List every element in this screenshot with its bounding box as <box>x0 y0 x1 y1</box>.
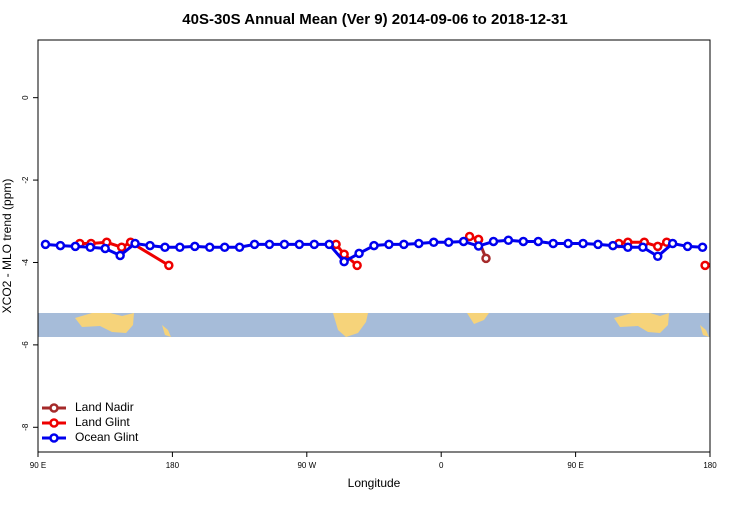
point <box>352 260 362 271</box>
point <box>697 242 708 252</box>
point <box>414 238 424 249</box>
point <box>204 242 215 252</box>
point <box>667 238 678 249</box>
point <box>354 248 364 259</box>
x-tick-label: 90 E <box>30 461 46 470</box>
point <box>700 260 710 271</box>
point <box>652 251 663 262</box>
point <box>399 239 409 250</box>
y-axis-label: XCO2 - MLO trend (ppm) <box>0 179 14 314</box>
x-tick-label: 180 <box>703 461 717 470</box>
point <box>443 237 454 248</box>
point <box>309 239 320 250</box>
point <box>563 238 573 249</box>
y-tick-label: 0 <box>21 95 30 100</box>
plot-frame <box>37 39 711 453</box>
point <box>219 242 230 252</box>
legend-marker <box>49 433 59 443</box>
point <box>488 236 499 247</box>
legend-marker <box>49 403 59 413</box>
point <box>130 238 140 249</box>
point <box>339 256 349 267</box>
point <box>578 238 588 249</box>
point <box>100 243 110 254</box>
y-tick-label: -4 <box>21 258 30 266</box>
point <box>40 239 51 250</box>
point <box>70 241 81 252</box>
x-axis-label: Longitude <box>348 476 401 490</box>
point <box>428 237 439 248</box>
point <box>384 239 394 250</box>
point <box>164 260 174 271</box>
legend-label: Ocean Glint <box>75 430 139 444</box>
point <box>234 242 245 252</box>
y-tick-label: -8 <box>21 423 30 431</box>
legend-marker <box>49 418 59 428</box>
point <box>638 242 648 252</box>
point <box>548 238 558 249</box>
point <box>249 239 260 250</box>
point <box>458 236 469 247</box>
point <box>175 242 185 252</box>
series-line <box>80 237 705 266</box>
y-tick-label: -6 <box>21 341 30 349</box>
point <box>518 236 529 247</box>
point <box>324 239 334 250</box>
point <box>503 235 514 245</box>
point <box>369 240 379 251</box>
x-tick-label: 180 <box>166 461 180 470</box>
legend-label: Land Nadir <box>75 400 134 414</box>
point <box>115 250 125 261</box>
point <box>55 240 66 251</box>
point <box>533 236 544 247</box>
point <box>652 241 663 252</box>
map-strip <box>38 313 710 337</box>
chart-title: 40S-30S Annual Mean (Ver 9) 2014-09-06 t… <box>182 11 567 28</box>
y-tick-label: -2 <box>21 176 30 184</box>
point <box>682 241 693 252</box>
point <box>116 242 127 252</box>
legend-label: Land Glint <box>75 415 130 429</box>
x-tick-label: 90 W <box>297 461 316 470</box>
point <box>190 241 200 252</box>
point <box>279 239 290 250</box>
point <box>623 242 633 252</box>
point <box>294 239 305 250</box>
point <box>593 239 603 250</box>
x-tick-label: 0 <box>439 461 444 470</box>
point <box>264 239 275 250</box>
point <box>473 241 484 251</box>
point <box>464 231 475 242</box>
point <box>160 242 170 252</box>
x-tick-label: 90 E <box>567 461 583 470</box>
point <box>481 253 491 264</box>
point <box>145 240 155 251</box>
land-shapes <box>75 313 709 337</box>
point <box>85 242 96 252</box>
point <box>608 240 618 251</box>
